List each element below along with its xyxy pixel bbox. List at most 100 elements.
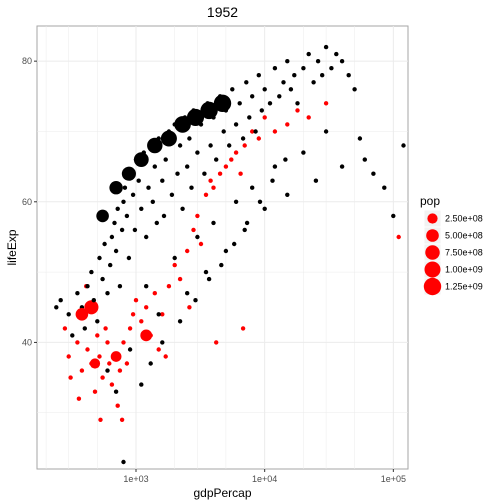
data-point xyxy=(144,305,149,310)
data-point xyxy=(233,199,239,204)
data-point xyxy=(306,51,311,57)
data-point xyxy=(262,87,267,92)
data-point xyxy=(177,276,183,282)
data-point xyxy=(186,108,205,126)
data-point xyxy=(362,157,367,162)
data-point xyxy=(109,234,115,240)
data-point xyxy=(250,94,255,99)
data-point xyxy=(272,164,278,169)
data-point xyxy=(172,255,177,261)
data-point xyxy=(124,213,130,219)
data-point xyxy=(229,157,234,162)
data-point xyxy=(105,368,110,373)
legend-label: 1.00e+09 xyxy=(445,265,483,275)
data-point xyxy=(352,87,357,92)
data-point xyxy=(227,143,232,148)
data-point xyxy=(292,73,297,78)
data-point xyxy=(346,73,351,78)
data-point xyxy=(174,116,191,133)
data-point xyxy=(277,94,282,99)
data-point xyxy=(250,185,255,190)
data-point xyxy=(109,382,115,387)
plot-panel xyxy=(36,25,409,470)
data-point xyxy=(124,361,130,366)
x-tick-label: 1e+04 xyxy=(252,474,277,484)
data-point xyxy=(270,178,275,183)
data-point xyxy=(198,241,204,247)
data-point xyxy=(401,143,406,148)
data-point xyxy=(144,284,149,289)
data-point xyxy=(117,284,123,289)
data-point xyxy=(163,157,168,162)
data-point xyxy=(105,291,110,296)
data-point xyxy=(139,206,144,211)
data-point xyxy=(96,209,109,223)
data-point xyxy=(214,340,219,345)
data-point xyxy=(185,291,190,296)
data-point xyxy=(357,136,363,141)
data-point xyxy=(323,129,329,134)
data-point xyxy=(288,87,294,92)
data-point xyxy=(371,171,376,176)
data-point xyxy=(240,326,246,331)
data-point xyxy=(103,326,108,331)
data-point xyxy=(121,166,136,181)
data-point xyxy=(247,115,252,120)
data-point xyxy=(177,319,183,324)
data-point xyxy=(89,269,94,275)
legend-label: 1.25e+09 xyxy=(445,282,483,292)
data-point xyxy=(323,101,329,106)
data-point xyxy=(113,248,119,254)
data-point xyxy=(208,178,213,183)
data-point xyxy=(121,459,126,465)
data-point xyxy=(122,185,128,190)
data-point xyxy=(242,227,247,233)
data-point xyxy=(166,284,172,289)
data-point xyxy=(97,255,102,261)
data-point xyxy=(95,319,100,324)
y-axis: 40 60 80 xyxy=(22,56,37,347)
data-point xyxy=(262,115,267,120)
data-point xyxy=(110,351,122,362)
data-point xyxy=(232,241,237,247)
data-point xyxy=(214,157,219,162)
data-point xyxy=(272,66,278,71)
data-point xyxy=(115,206,120,211)
data-point xyxy=(175,171,180,176)
data-point xyxy=(185,164,190,169)
data-point xyxy=(127,326,133,331)
data-point xyxy=(313,178,319,183)
data-point xyxy=(70,333,75,338)
data-point xyxy=(211,220,216,226)
data-point xyxy=(230,87,235,92)
data-point xyxy=(92,389,98,394)
data-point xyxy=(240,136,246,141)
data-point xyxy=(208,143,213,148)
legend-label: 5.00e+08 xyxy=(445,231,483,241)
data-point xyxy=(130,312,136,317)
data-point xyxy=(267,101,273,106)
data-point xyxy=(237,101,242,106)
data-point xyxy=(160,340,165,345)
data-point xyxy=(150,199,155,204)
data-point xyxy=(154,220,159,226)
data-point xyxy=(160,130,177,147)
data-point xyxy=(180,206,185,211)
data-point xyxy=(206,276,212,282)
data-point xyxy=(244,220,250,226)
data-point xyxy=(306,115,311,120)
data-point xyxy=(115,403,120,408)
data-point xyxy=(84,300,99,315)
chart-title: 1952 xyxy=(207,4,238,20)
data-point xyxy=(200,101,218,120)
data-point xyxy=(156,347,161,352)
x-tick-label: 1e+03 xyxy=(123,474,148,484)
data-point xyxy=(187,136,192,141)
data-point xyxy=(259,108,264,113)
data-point xyxy=(113,389,119,394)
y-axis-title: lifeExp xyxy=(5,229,19,265)
data-point xyxy=(233,122,239,127)
legend-symbol xyxy=(427,213,438,224)
data-point xyxy=(242,143,247,148)
